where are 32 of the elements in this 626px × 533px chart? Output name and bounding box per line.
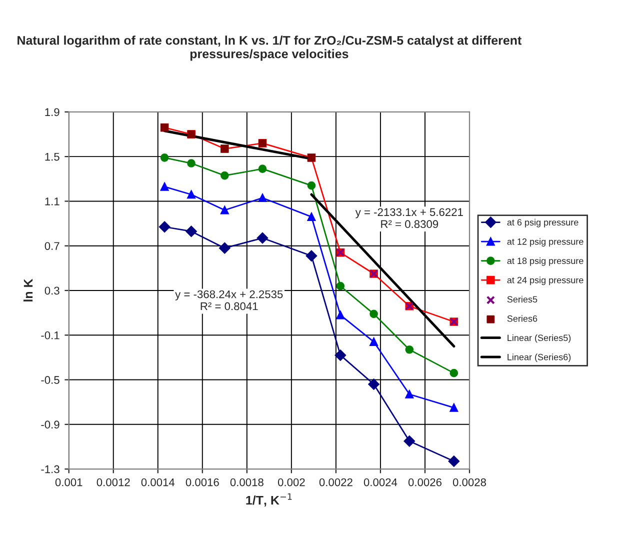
y-tick-label: -0.9 [41, 420, 60, 429]
legend-label: Linear (Series5) [508, 334, 571, 343]
y-tick-label: -0.5 [41, 376, 60, 384]
y-tick-label: 0.7 [44, 242, 60, 250]
y-tick-label: -1.3 [41, 465, 60, 474]
x-tick-label: 0.0022 [319, 478, 352, 486]
legend-label: at 6 psig pressure [507, 218, 578, 228]
y-tick-label: -0.1 [41, 331, 60, 340]
x-tick-label: 0.0016 [186, 478, 219, 486]
x-axis-title: 1/T, K$^{−1}$ [246, 493, 292, 506]
x-tick-label: 0.0014 [141, 478, 175, 486]
x-tick-label: 0.0026 [408, 478, 442, 486]
x-tick-label: 0.001 [55, 478, 82, 486]
legend-label: at 18 psig pressure [507, 257, 584, 266]
y-tick-label: 1.1 [45, 198, 60, 206]
legend-label: Linear (Series6) [508, 354, 571, 362]
x-tick-label: 0.0024 [364, 478, 398, 486]
legend-label: Series5 [507, 296, 538, 303]
y-tick-label: 1.5 [45, 152, 60, 161]
legend-label: Series6 [507, 315, 538, 322]
y-tick-label: 0.3 [44, 286, 60, 295]
annotation: y = -2133.1x + 5.6221 R² = 0.8309 [355, 208, 463, 228]
chart-title: Natural logarithm of rate constant, ln K vs. 1/T for ZrO₂/Cu-ZSM-5 catalyst at different pressures/space velocities [18, 36, 522, 61]
x-tick-label: 0.0028 [452, 478, 486, 486]
y-axis-title: ln K [23, 278, 33, 302]
legend-label: at 12 psig pressure [507, 238, 584, 247]
legend-label: at 24 psig pressure [507, 276, 584, 286]
x-tick-label: 0.0018 [230, 478, 264, 486]
annotation: y = -368.24x + 2.2535 R² = 0.8041 [175, 290, 283, 310]
x-tick-label: 0.002 [278, 478, 305, 486]
x-tick-label: 0.0012 [96, 478, 130, 486]
y-tick-label: 1.9 [45, 108, 60, 116]
